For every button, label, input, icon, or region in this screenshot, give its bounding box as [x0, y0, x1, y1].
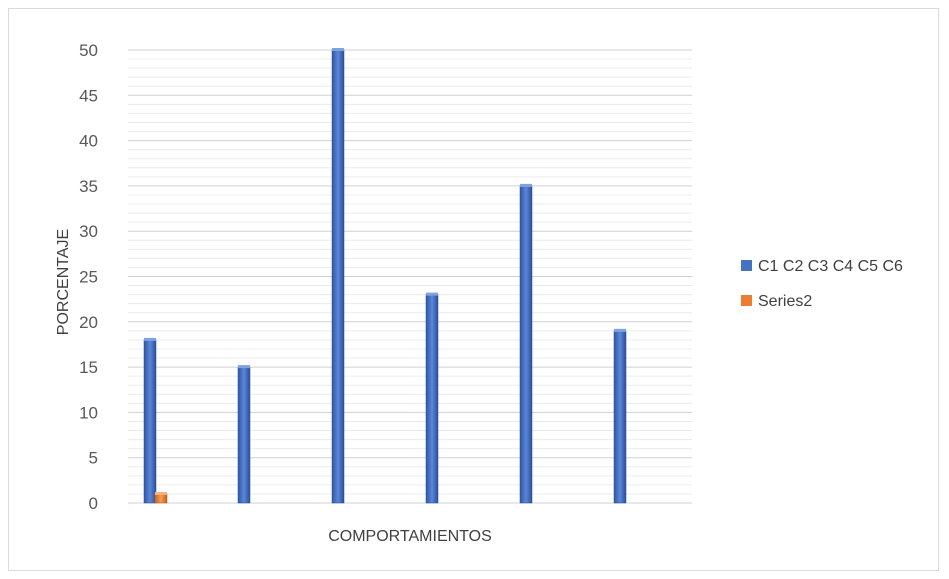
- y-tick-label: 10: [79, 403, 98, 422]
- legend-label: C1 C2 C3 C4 C5 C6: [758, 258, 903, 275]
- bar-series1-3: [331, 49, 345, 504]
- y-axis-ticks: 0 5 10 15 20 25 30 35 40 45 50: [79, 41, 98, 513]
- bars: [143, 48, 627, 504]
- bar-top-face: [144, 337, 156, 341]
- bar-top-face: [520, 183, 532, 187]
- y-tick-label: 15: [79, 358, 98, 377]
- bar-top-face: [614, 328, 626, 332]
- bar-series1-2: [237, 366, 251, 504]
- legend-swatch: [741, 295, 752, 306]
- y-tick-label: 20: [79, 313, 98, 332]
- bar-top-face: [238, 365, 250, 369]
- y-tick-label: 30: [79, 222, 98, 241]
- bar-series1-4: [425, 294, 439, 504]
- bar-series1-6: [613, 330, 627, 504]
- legend-swatch: [741, 260, 752, 271]
- chart-frame: [8, 8, 939, 571]
- y-tick-label: 0: [89, 494, 98, 513]
- gridlines: [128, 49, 692, 504]
- bar-top-face: [332, 48, 344, 51]
- y-tick-label: 40: [79, 132, 98, 151]
- y-tick-label: 35: [79, 177, 98, 196]
- bar-top-face: [426, 292, 438, 296]
- y-tick-label: 45: [79, 86, 98, 105]
- legend-label: Series2: [758, 293, 812, 310]
- legend: C1 C2 C3 C4 C5 C6 Series2: [741, 258, 903, 310]
- y-tick-label: 50: [79, 41, 98, 60]
- bar-top-face: [155, 491, 167, 495]
- bar-series2-1: [154, 493, 168, 504]
- bar-series1-5: [519, 185, 533, 504]
- bar-series1-1: [143, 339, 157, 504]
- x-axis-title: COMPORTAMIENTOS: [328, 528, 492, 545]
- y-tick-label: 5: [89, 449, 98, 468]
- y-tick-label: 25: [79, 268, 98, 287]
- y-axis-title: PORCENTAJE: [55, 229, 72, 335]
